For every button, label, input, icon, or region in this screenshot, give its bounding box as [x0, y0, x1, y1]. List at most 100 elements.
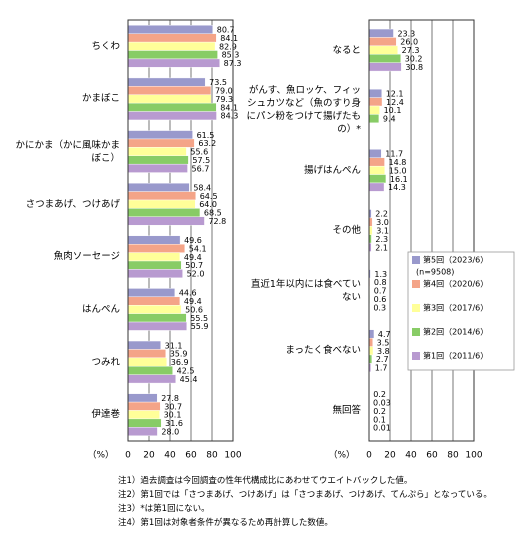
value-label: 0.1 — [373, 415, 386, 424]
bar — [368, 54, 401, 63]
x-tick-label: 0 — [125, 451, 131, 461]
bar — [127, 25, 213, 34]
value-label: 85.3 — [222, 51, 240, 60]
footnote: 注3）*は第1回にない。 — [118, 504, 210, 514]
bar — [127, 50, 218, 60]
bar — [127, 86, 212, 95]
category-label: ちくわ — [91, 40, 120, 52]
value-label: 84.3 — [221, 112, 239, 121]
legend-note: (n=9508) — [416, 268, 454, 277]
bar — [127, 418, 162, 428]
bar — [127, 41, 216, 51]
value-label: 1.7 — [375, 364, 388, 373]
bar — [368, 149, 382, 158]
bar — [368, 165, 385, 175]
legend-swatch — [412, 256, 420, 264]
value-label: 9.4 — [383, 115, 396, 124]
value-label: 16.1 — [390, 175, 408, 184]
x-tick-label: 100 — [224, 451, 241, 461]
bar — [127, 269, 183, 279]
value-label: 23.3 — [397, 29, 415, 38]
bar — [127, 94, 212, 104]
bar — [368, 62, 402, 72]
x-tick-label: 80 — [206, 451, 218, 461]
value-label: 12.4 — [386, 98, 404, 107]
category-label: その他 — [332, 225, 361, 236]
bar — [127, 357, 167, 367]
value-label: 0.01 — [373, 424, 391, 433]
value-label: 79.0 — [215, 87, 233, 96]
category-label: まったく食べない — [285, 345, 361, 357]
footnote: 注1）過去調査は今回調査の性年代構成比にあわせてウエイトバックした値。 — [118, 476, 413, 486]
value-label: 49.6 — [184, 236, 202, 245]
value-label: 10.1 — [384, 106, 402, 115]
bar — [127, 321, 187, 331]
value-label: 55.5 — [190, 314, 208, 323]
bar — [127, 191, 196, 201]
bar — [127, 349, 166, 359]
bar — [127, 340, 161, 350]
category-label: がんす、魚ロッケ、フィッシュカツなど（魚のすり身にパン粉をつけて揚げたもの）* — [246, 85, 361, 136]
value-label: 42.5 — [177, 366, 195, 375]
value-label: 49.4 — [184, 253, 202, 262]
bar — [368, 89, 382, 98]
category-label: はんぺん — [81, 303, 120, 315]
x-axis-label: （%） — [87, 450, 114, 461]
legend-swatch — [412, 352, 420, 360]
bar — [127, 410, 160, 420]
value-label: 3.0 — [376, 218, 389, 227]
bar — [368, 157, 385, 167]
value-label: 73.5 — [209, 78, 227, 87]
category-label: 伊達巻 — [91, 409, 120, 421]
bar — [368, 329, 375, 339]
value-label: 30.8 — [405, 63, 423, 72]
value-label: 0.03 — [373, 399, 391, 408]
value-label: 49.4 — [184, 297, 202, 306]
bar — [127, 296, 181, 306]
legend-label: 第3回（2017/6） — [423, 303, 488, 313]
bar — [127, 374, 176, 384]
bar — [127, 102, 217, 112]
value-label: 0.3 — [373, 303, 386, 312]
value-label: 26.0 — [400, 38, 418, 47]
value-label: 55.9 — [191, 322, 209, 331]
x-tick-label: 60 — [426, 451, 438, 461]
bar — [127, 111, 217, 121]
x-tick-label: 20 — [143, 451, 155, 461]
value-label: 30.7 — [164, 402, 182, 411]
bar — [127, 288, 176, 298]
value-label: 84.1 — [220, 34, 238, 43]
bar — [127, 208, 201, 217]
value-label: 54.1 — [189, 244, 207, 253]
category-label: つみれ — [91, 356, 120, 368]
bar — [127, 130, 193, 140]
bar — [368, 45, 398, 55]
value-label: 14.3 — [388, 183, 406, 192]
bar — [127, 77, 206, 87]
value-label: 31.1 — [165, 341, 183, 350]
x-tick-label: 20 — [384, 451, 396, 461]
bar — [368, 114, 380, 124]
legend-swatch — [412, 304, 420, 312]
plot-frame — [368, 19, 475, 442]
bar — [127, 147, 187, 156]
bar — [127, 235, 181, 245]
value-label: 58.4 — [193, 183, 211, 192]
legend-swatch — [412, 328, 420, 336]
category-label: なると — [332, 44, 361, 56]
value-label: 27.3 — [402, 46, 420, 55]
value-label: 84.1 — [220, 103, 238, 112]
value-label: 2.2 — [375, 210, 388, 219]
bar — [368, 97, 383, 107]
bar — [127, 427, 158, 436]
value-label: 3.5 — [377, 338, 390, 347]
bar — [127, 216, 205, 226]
bar — [127, 155, 189, 165]
x-tick-label: 60 — [185, 451, 197, 461]
category-label: かにかま（かに風味かまぼこ） — [15, 139, 120, 164]
bar — [127, 305, 182, 314]
legend-label: 第5回（2023/6） — [423, 255, 488, 265]
value-label: 30.2 — [405, 54, 423, 63]
